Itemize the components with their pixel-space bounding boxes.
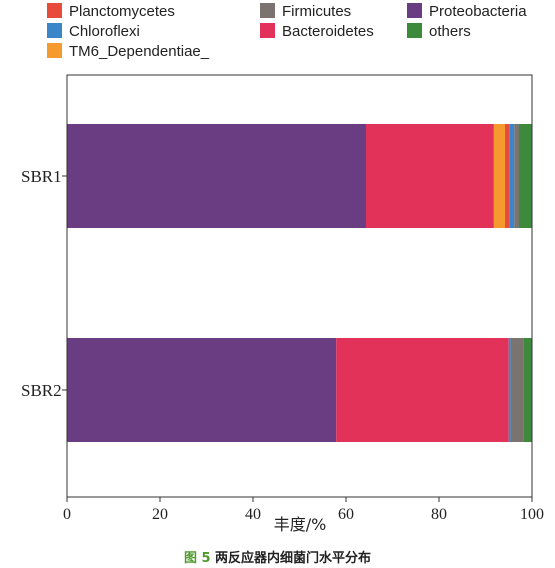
plot-frame xyxy=(66,74,533,498)
figure-caption-text: 两反应器内细菌门水平分布 xyxy=(215,551,372,566)
legend-swatch xyxy=(47,3,62,18)
x-tick-label: 40 xyxy=(245,506,261,523)
bar-chart: Planctomycetes Chloroflexi TM6_Dependentia… xyxy=(21,3,544,534)
y-tick-label: SBR2 xyxy=(21,381,62,400)
legend-label: Firmicutes xyxy=(282,3,351,20)
legend-label: Chloroflexi xyxy=(69,23,140,40)
legend-swatch xyxy=(260,23,275,38)
legend-swatch xyxy=(47,43,62,58)
bar-segment-sbr2-bacteroidetes xyxy=(336,338,509,442)
legend-swatch xyxy=(407,3,422,18)
bar-segment-sbr1-tm6-dependentiae xyxy=(493,124,506,228)
figure-number: 图 5 xyxy=(183,551,211,566)
axes: SBR1 SBR2 0 20 40 60 80 100 xyxy=(21,74,544,523)
figure-caption: 图 5 两反应器内细菌门水平分布 xyxy=(0,547,555,566)
x-tick-label: 80 xyxy=(431,506,447,523)
x-tick-label: 60 xyxy=(338,506,354,523)
legend-label: TM6_Dependentiae_ xyxy=(69,43,210,60)
y-tick-label: SBR1 xyxy=(21,167,62,186)
legend-label: others xyxy=(429,23,471,40)
legend-label: Proteobacteria xyxy=(429,3,527,20)
chart-legend: Planctomycetes Chloroflexi TM6_Dependentia… xyxy=(47,3,527,60)
bar-segment-sbr1-firmicutes xyxy=(514,124,519,228)
legend-swatch xyxy=(260,3,275,18)
bar-segment-sbr2-chloroflexi xyxy=(508,338,511,442)
bar-segment-sbr1-bacteroidetes xyxy=(365,124,494,228)
bar-segment-sbr2-proteobacteria xyxy=(67,338,337,442)
bar-segment-sbr1-chloroflexi xyxy=(509,124,515,228)
x-axis-label: 丰度/% xyxy=(274,515,327,534)
bar-segment-sbr2-others xyxy=(523,338,532,442)
bar-segment-sbr1-planctomycetes xyxy=(505,124,510,228)
bar-segment-sbr2-firmicutes xyxy=(510,338,524,442)
x-tick-label: 20 xyxy=(152,506,168,523)
legend-label: Bacteroidetes xyxy=(282,23,374,40)
legend-swatch xyxy=(47,23,62,38)
bar-segment-sbr1-proteobacteria xyxy=(67,124,366,228)
plot-area xyxy=(67,124,532,442)
x-tick-label: 0 xyxy=(63,506,71,523)
x-tick-label: 100 xyxy=(520,506,544,523)
legend-label: Planctomycetes xyxy=(69,3,175,20)
legend-swatch xyxy=(407,23,422,38)
bar-segment-sbr1-others xyxy=(518,124,532,228)
